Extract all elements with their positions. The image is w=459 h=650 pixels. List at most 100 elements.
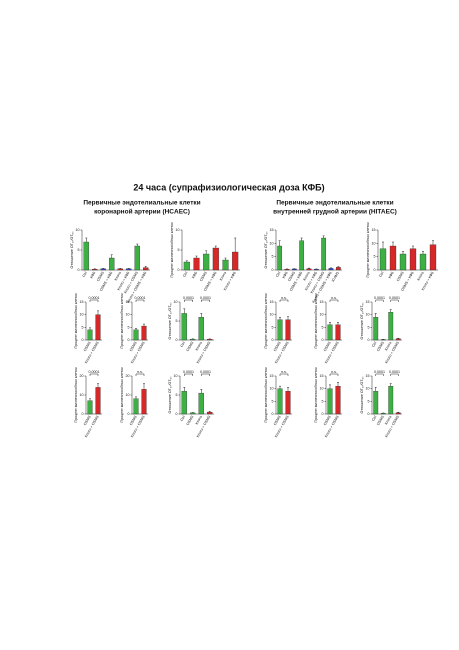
x-tick-label: Ctrl [182, 271, 188, 278]
error-bar [287, 387, 289, 392]
axis [377, 230, 438, 271]
error-bar [185, 260, 188, 262]
error-bar [208, 411, 211, 413]
bar [335, 385, 341, 415]
significance-label: 0.0001 [135, 296, 146, 300]
y-axis-label: Процент жизнеспособных клеток [366, 222, 370, 277]
y-axis-label: Процент жизнеспособных клеток [314, 293, 318, 348]
bar [143, 267, 149, 271]
error-bar [308, 267, 310, 269]
x-tick-label: Клото [114, 271, 122, 281]
y-tick-label: 15 [270, 300, 274, 304]
bar [193, 257, 200, 271]
error-bar [89, 398, 91, 401]
significance-bracket [375, 299, 384, 302]
y-axis-label: Отношение OT₁₀/OT₉₀ [360, 376, 364, 413]
y-tick-label: 0 [374, 268, 376, 272]
significance-label: n.s. [281, 370, 287, 374]
y-tick-label: 0 [176, 338, 178, 342]
y-tick-label: 15 [366, 300, 370, 304]
bar [95, 387, 101, 415]
significance-label: 0.0001 [183, 370, 194, 374]
error-bar [234, 237, 237, 252]
bar [95, 314, 101, 341]
bar [380, 339, 386, 341]
significance-bracket [375, 373, 384, 376]
bar [222, 259, 229, 271]
bar [373, 317, 379, 341]
bar [321, 237, 327, 271]
x-tick-label: OSMS [83, 340, 92, 352]
error-bar [97, 383, 99, 388]
x-tick-label: Ctrl [82, 271, 88, 278]
y-tick-label: 0 [322, 412, 324, 416]
bar [181, 391, 187, 415]
y-tick-label: 15 [270, 228, 274, 232]
y-tick-label: 5 [178, 248, 180, 252]
y-tick-label: 0 [82, 412, 84, 416]
bar [190, 412, 196, 415]
x-tick-label: OSMS [96, 270, 105, 282]
significance-label: 0.0001 [89, 296, 100, 300]
error-bar [214, 245, 217, 248]
error-bar [402, 251, 404, 254]
y-tick-label: 5 [272, 255, 274, 259]
x-tick-label: Ctrl [275, 271, 281, 278]
x-tick-label: Клото [195, 415, 203, 425]
bar [207, 411, 213, 415]
y-tick-label: 15 [372, 228, 376, 232]
x-tick-label: OSMS [376, 414, 385, 426]
error-bar [337, 266, 340, 268]
error-bar [422, 251, 424, 254]
significance-bracket [390, 373, 399, 376]
error-bar [389, 383, 392, 387]
error-bar [200, 389, 203, 394]
y-tick-label: 0 [176, 412, 178, 416]
bar [190, 339, 196, 341]
error-bar [224, 257, 227, 260]
error-bar [205, 250, 208, 254]
x-tick-label: Ctrl [180, 415, 186, 422]
error-bar [392, 241, 394, 246]
x-tick-label: OSMS [273, 414, 282, 426]
y-tick-label: 5 [368, 399, 370, 403]
y-axis-label: Отношение OT₁₀/OT₉₀ [360, 302, 364, 339]
significance-label: 0.0001 [200, 296, 211, 300]
bar [306, 268, 312, 271]
bar [126, 268, 132, 271]
x-tick-label: OSMS [83, 414, 92, 426]
y-tick-label: 0 [128, 412, 130, 416]
y-tick-label: 10 [270, 313, 274, 317]
axis [275, 230, 342, 271]
bar [327, 388, 333, 415]
y-tick-label: 10 [372, 241, 376, 245]
bar [409, 248, 417, 271]
error-bar [374, 313, 377, 318]
significance-bracket [89, 373, 99, 376]
x-tick-label: КФБ [89, 270, 96, 279]
y-tick-label: 10 [126, 313, 130, 317]
y-tick-label: 0 [178, 268, 180, 272]
group-heading: коронарной артерии (HCAEC) [94, 208, 190, 216]
bar [389, 245, 397, 271]
bar [207, 339, 213, 341]
x-tick-label: OSMS [129, 340, 138, 352]
significance-bracket [390, 299, 399, 302]
y-tick-label: 15 [320, 374, 324, 378]
significance-label: n.s. [331, 370, 337, 374]
bar [87, 400, 93, 415]
bar [134, 245, 140, 271]
significance-bracket [201, 373, 210, 376]
x-tick-label: OSMS [186, 414, 195, 426]
bar [285, 391, 291, 415]
error-bar [300, 237, 303, 241]
bar [335, 324, 341, 341]
y-tick-label: 20 [80, 374, 84, 378]
x-tick-label: Клото [416, 271, 424, 281]
error-bar [110, 254, 113, 258]
y-tick-label: 5 [176, 393, 178, 397]
y-axis-label: Процент жизнеспособных клеток [170, 222, 174, 277]
significance-label: 0.0001 [389, 370, 400, 374]
